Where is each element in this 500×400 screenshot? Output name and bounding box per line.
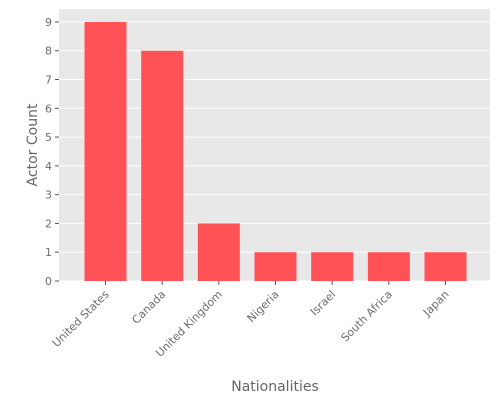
x-tick-label: Canada bbox=[129, 288, 168, 327]
plot-background bbox=[59, 9, 490, 281]
bar-nigeria bbox=[254, 252, 297, 281]
y-tick-label: 5 bbox=[45, 131, 52, 144]
bar-canada bbox=[141, 50, 184, 282]
y-tick-label: 2 bbox=[45, 217, 52, 230]
y-tick-label: 8 bbox=[45, 45, 52, 58]
bar-united-kingdom bbox=[197, 223, 240, 281]
y-axis-label: Actor Count bbox=[25, 103, 41, 186]
bar-united-states bbox=[84, 21, 127, 281]
x-tick-label: South Africa bbox=[338, 288, 394, 344]
y-tick-label: 0 bbox=[45, 275, 52, 288]
x-axis-label: Nationalities bbox=[231, 379, 319, 395]
bar-japan bbox=[424, 252, 467, 281]
y-tick-label: 4 bbox=[45, 160, 52, 173]
x-tick-label: Israel bbox=[308, 288, 338, 318]
y-tick-labels: 0 1 2 3 4 5 6 7 8 9 bbox=[45, 16, 59, 288]
x-tick-label: United States bbox=[50, 288, 112, 350]
bar-south-africa bbox=[367, 252, 410, 281]
bar-israel bbox=[311, 252, 354, 281]
bars bbox=[84, 21, 467, 282]
y-tick-label: 9 bbox=[45, 16, 52, 29]
x-tick-label: Japan bbox=[420, 288, 452, 320]
x-tick-label: Nigeria bbox=[245, 288, 282, 325]
y-tick-label: 1 bbox=[45, 246, 52, 259]
y-tick-label: 6 bbox=[45, 102, 52, 115]
y-tick-label: 7 bbox=[45, 74, 52, 87]
y-tick-label: 3 bbox=[45, 189, 52, 202]
